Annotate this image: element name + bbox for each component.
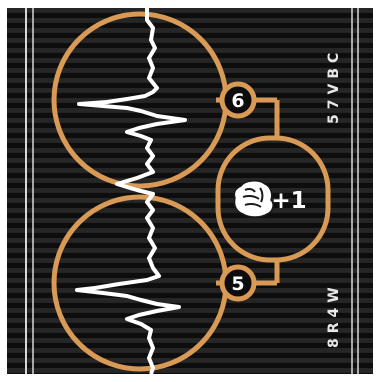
card-artwork: 6 5 +1 57VBC 8R4W [7,8,373,374]
code-top: 57VBC [326,48,342,124]
signal-waveform [75,8,187,374]
center-bonus: +1 [271,188,306,214]
bottom-node-value: 5 [231,273,244,295]
top-node [219,81,257,119]
code-bottom: 8R4W [326,282,342,348]
game-card[interactable]: 6 5 +1 57VBC 8R4W [7,8,373,374]
top-node-value: 6 [231,90,244,112]
right-frame-lines [351,8,359,374]
bottom-node [219,264,257,302]
striped-background [7,8,373,374]
left-frame-lines [25,8,34,374]
center-capsule [215,135,331,263]
fist-icon [233,180,274,218]
